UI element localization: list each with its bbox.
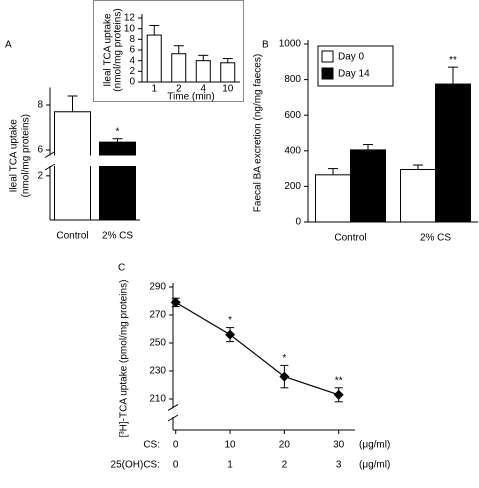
y-axis-label: Ileal TCA uptake (103, 13, 114, 87)
significance-mark: * (282, 353, 286, 364)
legend-swatch (321, 67, 334, 80)
legend-label: Day 14 (338, 69, 370, 80)
bar (99, 141, 136, 221)
y-tick-label: 230 (149, 366, 166, 377)
y-axis-label: (nmol/mg proteins) (113, 8, 124, 91)
y-tick-label: 6 (37, 145, 43, 156)
y-tick-label: 10 (124, 23, 136, 34)
x-tick-label: 30 (333, 440, 345, 451)
bar (315, 174, 351, 223)
x-tick-label: 20 (279, 440, 291, 451)
x-row-label: 25(OH)CS: (111, 460, 160, 471)
legend-swatch (321, 50, 334, 63)
y-tick-label: 0 (129, 77, 135, 88)
y-tick-label: 250 (149, 338, 166, 349)
y-tick-label: 2 (37, 170, 43, 181)
x-tick-label: 0 (173, 440, 179, 451)
x-row-label: CS: (143, 440, 160, 451)
y-tick-label: 12 (124, 13, 136, 24)
bar (171, 53, 187, 83)
bar (400, 168, 436, 223)
x-tick-label: 4 (200, 84, 206, 95)
bar (195, 60, 211, 83)
data-point (225, 329, 236, 340)
x-tick-label: 2 (176, 84, 182, 95)
data-line (175, 301, 339, 396)
y-tick-label: 2 (129, 66, 135, 77)
axis-break (44, 151, 56, 158)
bar (220, 62, 236, 83)
y-tick-label: 8 (129, 34, 135, 45)
y-tick-label: 6 (129, 45, 135, 56)
axis-break (167, 414, 179, 422)
y-tick-label: 400 (284, 145, 301, 156)
axis-break-gap (43, 155, 140, 166)
panel-label: A (5, 40, 12, 51)
y-tick-label: 200 (284, 181, 301, 192)
x-tick-label: Control (56, 231, 88, 242)
x-tick-label: 2% CS (102, 231, 133, 242)
y-axis-label: (nmol/mg proteins) (21, 114, 32, 197)
y-tick-label: 800 (284, 74, 301, 85)
x-row-unit: (μg/ml) (359, 440, 390, 451)
bar (435, 83, 471, 223)
axis-break (167, 403, 179, 411)
significance-mark: * (228, 315, 232, 326)
data-point (333, 389, 344, 400)
y-tick-label: 210 (149, 394, 166, 405)
axis-break-gap (166, 408, 179, 417)
panel-label: B (262, 40, 269, 51)
x-tick-label: 2% CS (420, 233, 451, 244)
data-point (170, 297, 181, 308)
x-tick-label: 10 (224, 440, 236, 451)
y-tick-label: 600 (284, 110, 301, 121)
y-tick-label: 290 (149, 282, 166, 293)
y-tick-label: 8 (37, 100, 43, 111)
x-row-unit: (μg/ml) (359, 460, 390, 471)
x-tick-label: 2 (282, 460, 288, 471)
panel-label: C (118, 263, 125, 274)
inset-frame (93, 0, 244, 102)
x-tick-label: 0 (173, 460, 179, 471)
significance-mark: ** (335, 375, 343, 386)
data-point (279, 371, 290, 382)
bar (146, 34, 162, 83)
significance-mark: * (116, 126, 120, 137)
y-tick-label: 0 (295, 217, 301, 228)
bar (350, 149, 386, 223)
y-axis-label: Ileal TCA uptake (9, 119, 20, 193)
y-tick-label: 4 (129, 55, 135, 66)
y-axis-label: [³H]-TCA uptake (pmol/mg proteins) (119, 280, 130, 438)
x-axis-label: Time (min) (167, 92, 214, 103)
y-tick-label: 270 (149, 310, 166, 321)
x-tick-label: 1 (151, 84, 157, 95)
significance-mark: ** (449, 55, 457, 66)
legend-label: Day 0 (338, 52, 365, 63)
x-tick-label: 3 (336, 460, 342, 471)
x-tick-label: Control (334, 233, 366, 244)
x-tick-label: 10 (222, 84, 234, 95)
axis-break (44, 163, 56, 171)
y-tick-label: 1000 (279, 39, 302, 50)
x-tick-label: 1 (227, 460, 233, 471)
y-axis-label: Faecal BA excretion (ng/mg faeces) (253, 54, 264, 212)
